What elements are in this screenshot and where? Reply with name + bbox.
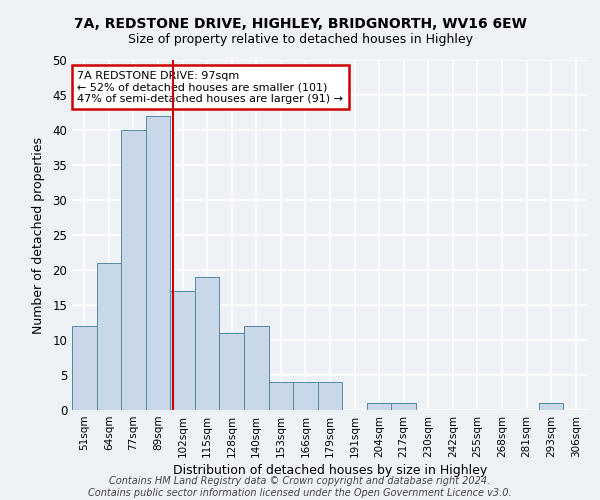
Bar [195, 277, 220, 410]
Bar [146, 116, 170, 410]
Bar [539, 403, 563, 410]
Bar [72, 326, 97, 410]
Bar [220, 333, 244, 410]
Bar [170, 291, 195, 410]
Bar [293, 382, 318, 410]
Bar [367, 403, 391, 410]
Text: 7A, REDSTONE DRIVE, HIGHLEY, BRIDGNORTH, WV16 6EW: 7A, REDSTONE DRIVE, HIGHLEY, BRIDGNORTH,… [74, 18, 526, 32]
Bar [97, 263, 121, 410]
Text: Contains HM Land Registry data © Crown copyright and database right 2024.
Contai: Contains HM Land Registry data © Crown c… [88, 476, 512, 498]
Bar [121, 130, 146, 410]
Y-axis label: Number of detached properties: Number of detached properties [32, 136, 46, 334]
Bar [391, 403, 416, 410]
Bar [269, 382, 293, 410]
Bar [318, 382, 342, 410]
Bar [244, 326, 269, 410]
Text: 7A REDSTONE DRIVE: 97sqm
← 52% of detached houses are smaller (101)
47% of semi-: 7A REDSTONE DRIVE: 97sqm ← 52% of detach… [77, 70, 343, 104]
Text: Size of property relative to detached houses in Highley: Size of property relative to detached ho… [128, 32, 473, 46]
X-axis label: Distribution of detached houses by size in Highley: Distribution of detached houses by size … [173, 464, 487, 477]
